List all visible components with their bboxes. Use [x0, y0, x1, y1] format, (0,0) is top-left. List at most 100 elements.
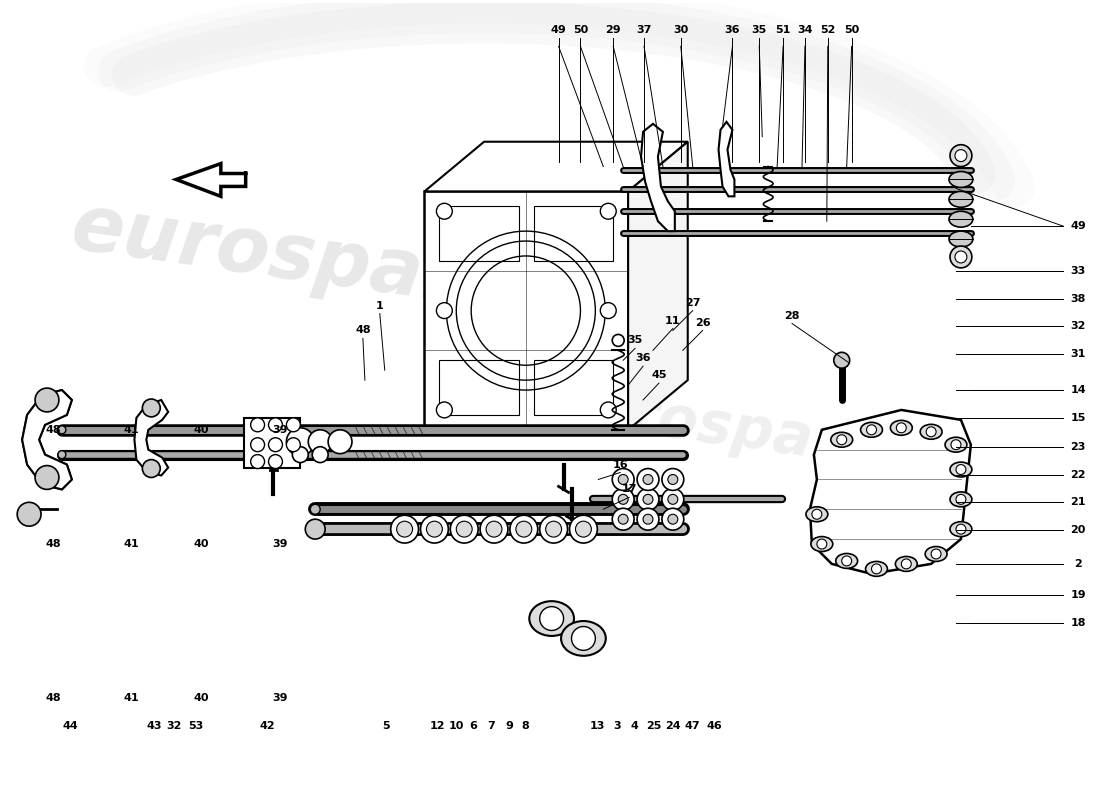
Text: 38: 38 [1070, 294, 1086, 304]
Circle shape [427, 521, 442, 537]
Circle shape [35, 466, 59, 490]
Circle shape [142, 460, 161, 478]
Ellipse shape [945, 438, 967, 452]
Text: 32: 32 [1070, 322, 1086, 331]
Text: 43: 43 [146, 721, 162, 731]
Ellipse shape [561, 621, 606, 656]
Circle shape [540, 515, 568, 543]
Circle shape [437, 302, 452, 318]
Text: 42: 42 [260, 721, 275, 731]
Circle shape [510, 515, 538, 543]
Polygon shape [244, 418, 300, 467]
Text: 45: 45 [651, 370, 667, 380]
Bar [439, 206, 519, 261]
Text: 29: 29 [605, 26, 621, 35]
Ellipse shape [890, 420, 912, 435]
Circle shape [955, 251, 967, 263]
Ellipse shape [925, 546, 947, 562]
Text: 15: 15 [1070, 413, 1086, 423]
Text: 1: 1 [376, 301, 384, 310]
Circle shape [644, 514, 653, 524]
Circle shape [268, 438, 283, 452]
Text: 39: 39 [273, 539, 288, 549]
Text: 48: 48 [45, 539, 60, 549]
Text: 49: 49 [1070, 221, 1086, 231]
Circle shape [812, 510, 822, 519]
Circle shape [251, 454, 264, 469]
Circle shape [251, 418, 264, 432]
Text: 41: 41 [123, 693, 140, 703]
Circle shape [618, 514, 628, 524]
Ellipse shape [950, 492, 972, 506]
Text: 40: 40 [194, 425, 209, 435]
Circle shape [668, 474, 678, 485]
Text: 27: 27 [685, 298, 701, 308]
Text: 46: 46 [706, 721, 723, 731]
Polygon shape [425, 191, 628, 430]
Text: 48: 48 [45, 693, 60, 703]
Circle shape [58, 426, 66, 434]
Ellipse shape [949, 191, 972, 207]
Ellipse shape [529, 601, 574, 636]
Text: 36: 36 [725, 26, 740, 35]
Circle shape [817, 539, 827, 549]
Circle shape [662, 508, 684, 530]
Text: 35: 35 [751, 26, 767, 35]
Circle shape [896, 423, 906, 433]
Circle shape [834, 352, 849, 368]
Circle shape [390, 515, 418, 543]
Circle shape [842, 556, 851, 566]
Text: 44: 44 [63, 721, 79, 731]
Polygon shape [641, 124, 674, 231]
Circle shape [268, 454, 283, 469]
Text: 19: 19 [1070, 590, 1086, 600]
Circle shape [516, 521, 531, 537]
Circle shape [871, 564, 881, 574]
Circle shape [613, 469, 634, 490]
Ellipse shape [811, 537, 833, 551]
Circle shape [480, 515, 508, 543]
Text: 48: 48 [45, 425, 60, 435]
Text: 21: 21 [1070, 498, 1086, 507]
Text: 16: 16 [613, 459, 628, 470]
Ellipse shape [836, 554, 858, 568]
Circle shape [546, 521, 562, 537]
Ellipse shape [949, 211, 972, 227]
Circle shape [926, 427, 936, 437]
Circle shape [837, 434, 847, 445]
Circle shape [637, 469, 659, 490]
Text: 3: 3 [614, 721, 622, 731]
Text: 22: 22 [1070, 470, 1086, 479]
Polygon shape [22, 390, 72, 490]
Circle shape [35, 388, 59, 412]
Circle shape [312, 446, 328, 462]
Bar [534, 360, 613, 415]
Bar [534, 206, 613, 261]
Text: 33: 33 [1070, 266, 1086, 276]
Ellipse shape [860, 422, 882, 438]
Text: 28: 28 [784, 310, 800, 321]
Text: 41: 41 [123, 425, 140, 435]
Text: 39: 39 [273, 693, 288, 703]
Text: 31: 31 [1070, 350, 1086, 359]
Text: eurospares: eurospares [66, 189, 564, 333]
Text: 17: 17 [621, 485, 637, 494]
Circle shape [540, 606, 563, 630]
Circle shape [644, 474, 653, 485]
Circle shape [668, 514, 678, 524]
Circle shape [486, 521, 502, 537]
Bar [439, 360, 519, 415]
Ellipse shape [895, 557, 917, 571]
Text: 30: 30 [673, 26, 689, 35]
Text: 49: 49 [551, 26, 566, 35]
Polygon shape [176, 163, 245, 196]
Circle shape [456, 521, 472, 537]
Circle shape [618, 474, 628, 485]
Ellipse shape [949, 171, 972, 187]
Text: 48: 48 [355, 326, 371, 335]
Ellipse shape [950, 522, 972, 537]
Ellipse shape [830, 432, 852, 447]
Text: 25: 25 [647, 721, 662, 731]
Polygon shape [134, 400, 168, 475]
Circle shape [575, 521, 592, 537]
